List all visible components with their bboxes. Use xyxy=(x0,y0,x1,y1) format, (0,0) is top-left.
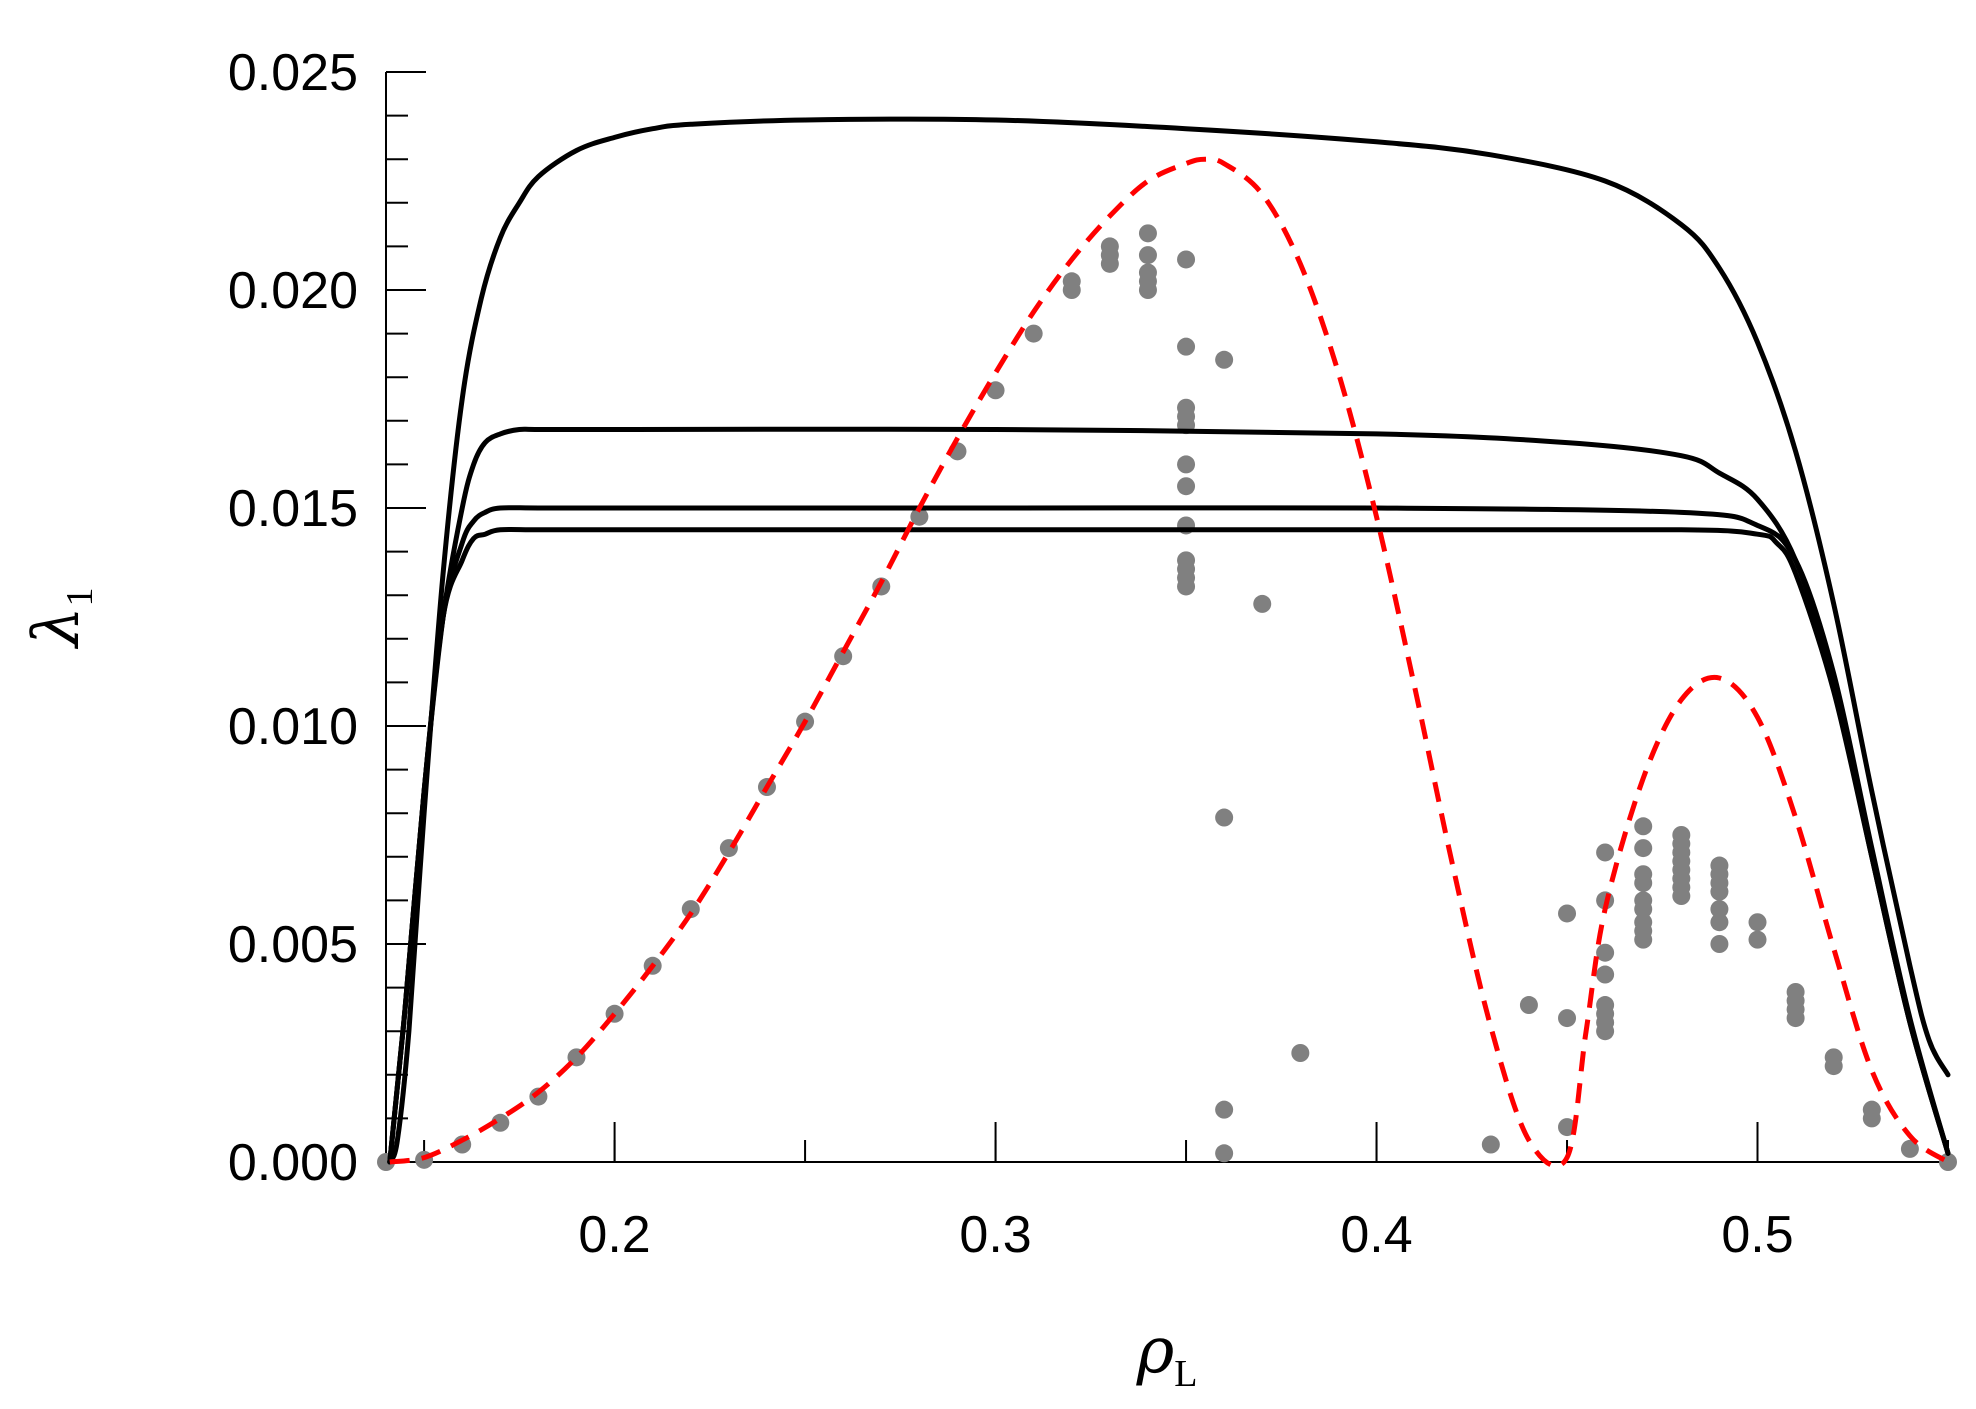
scatter-point xyxy=(910,507,929,526)
y-tick-label: 0.010 xyxy=(228,698,358,756)
scatter-point xyxy=(1710,882,1729,901)
series-line-3 xyxy=(387,505,1951,1165)
scatter-point xyxy=(681,900,700,919)
y-axis-label: λ1 xyxy=(20,587,101,650)
scatter-point xyxy=(1177,477,1196,496)
y-tick-label: 0.005 xyxy=(228,916,358,974)
y-tick-label: 0.020 xyxy=(228,262,358,320)
scatter-point xyxy=(1100,237,1119,256)
scatter-point xyxy=(1024,324,1043,343)
scatter-point xyxy=(1748,913,1767,932)
axes: 0.000 0.005 0.010 0.015 0.020 0.025 0.2 0.3 0.4… xyxy=(228,44,1949,1264)
y-tick-label: 0.000 xyxy=(228,1134,358,1192)
scatter-point xyxy=(1710,900,1729,919)
x-axis-label-subscript: L xyxy=(1174,1353,1197,1395)
scatter-point xyxy=(1634,873,1653,892)
x-tick-label: 0.5 xyxy=(1721,1206,1793,1264)
scatter-point xyxy=(1215,1100,1234,1119)
scatter-point xyxy=(1481,1135,1500,1154)
scatter-point xyxy=(1215,808,1234,827)
scatter-point xyxy=(1710,913,1729,932)
scatter-point xyxy=(1596,965,1615,984)
scatter-point xyxy=(1596,943,1615,962)
series-line-dashed-red xyxy=(389,156,1950,1169)
scatter-point xyxy=(1519,996,1538,1015)
y-axis-label-subscript: 1 xyxy=(59,587,101,606)
scatter-point xyxy=(1634,817,1653,836)
scatter-point xyxy=(1215,1144,1234,1163)
scatter-point xyxy=(1672,887,1691,906)
y-tick-label: 0.025 xyxy=(228,44,358,102)
scatter-point xyxy=(1634,839,1653,858)
scatter-points xyxy=(377,224,1957,1171)
scatter-point xyxy=(491,1113,510,1132)
series-lines xyxy=(387,116,1951,1169)
x-tick-label: 0.2 xyxy=(578,1206,650,1264)
scatter-point xyxy=(1177,337,1196,356)
scatter-point xyxy=(1177,455,1196,474)
y-tick-label: 0.015 xyxy=(228,480,358,538)
scatter-point xyxy=(1900,1139,1919,1158)
series-line-4 xyxy=(387,526,1951,1165)
scatter-point xyxy=(1634,930,1653,949)
scatter-point xyxy=(1138,246,1157,265)
scatter-point xyxy=(986,381,1005,400)
y-axis-label-symbol: λ xyxy=(20,606,94,650)
scatter-point xyxy=(1291,1044,1310,1062)
scatter-point xyxy=(1710,935,1729,953)
x-axis-label-symbol: ρ xyxy=(1136,1314,1175,1388)
scatter-point xyxy=(1558,1009,1577,1028)
scatter-point xyxy=(1177,250,1196,269)
scatter-point xyxy=(1062,272,1081,291)
scatter-point xyxy=(529,1087,548,1106)
scatter-point xyxy=(1824,1057,1843,1076)
scatter-point xyxy=(1596,843,1615,862)
x-tick-label: 0.3 xyxy=(959,1206,1031,1264)
x-axis-label: ρL xyxy=(1136,1314,1198,1395)
scatter-point xyxy=(1558,904,1577,923)
scatter-point xyxy=(834,647,853,666)
scatter-point xyxy=(1862,1109,1881,1128)
scatter-point xyxy=(1634,900,1653,919)
scatter-point xyxy=(1138,224,1157,243)
scatter-point xyxy=(1786,1009,1805,1028)
series-line-1 xyxy=(387,116,1951,1165)
x-ticks: 0.2 0.3 0.4 0.5 xyxy=(423,1122,1949,1264)
y-ticks: 0.000 0.005 0.010 0.015 0.020 0.025 xyxy=(228,44,426,1192)
scatter-point xyxy=(1177,577,1196,596)
scatter-point xyxy=(1138,263,1157,282)
x-tick-label: 0.4 xyxy=(1340,1206,1412,1264)
series-line-2 xyxy=(387,426,1951,1165)
scatter-point xyxy=(1748,930,1767,949)
scatter-point xyxy=(1596,1022,1615,1041)
scatter-point xyxy=(1215,350,1234,369)
scatter-point xyxy=(1253,594,1272,613)
